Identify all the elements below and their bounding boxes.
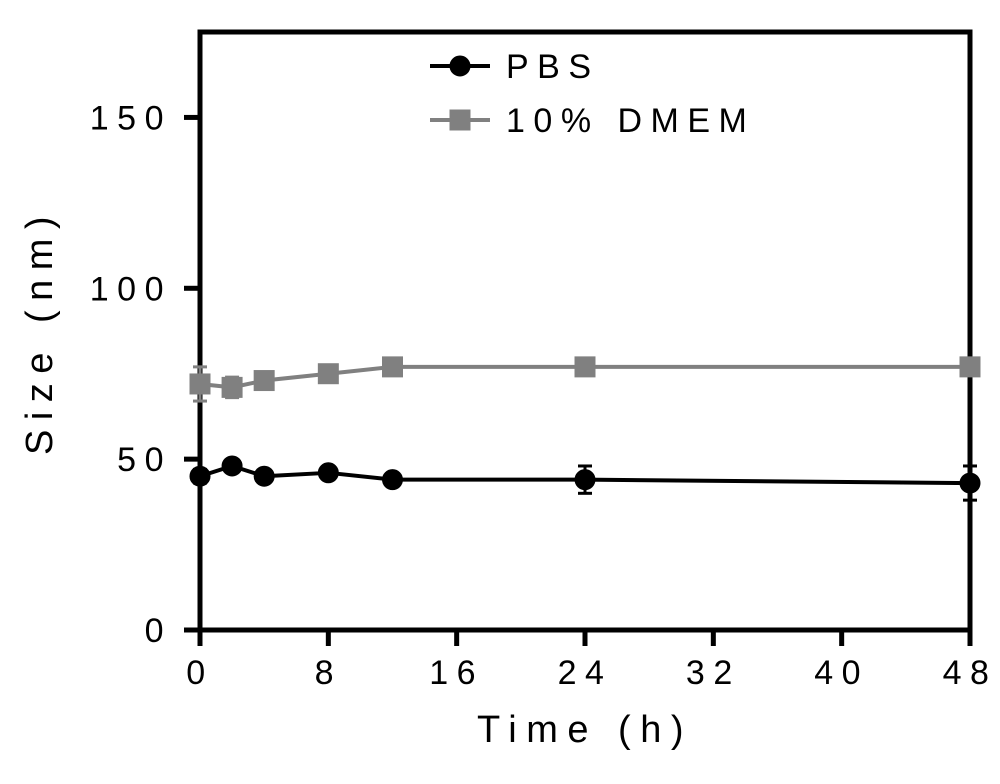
dmem-marker [254,371,274,391]
chart-container: 0 8 16 24 32 40 48 Time (h) 0 50 100 150 Size (nm) PB… [0,0,1000,784]
pbs-marker [383,470,403,490]
y-tick-label: 100 [90,270,172,308]
pbs-marker [222,456,242,476]
dmem-marker [960,357,980,377]
y-tick-label: 150 [90,99,172,137]
legend-label: 10% DMEM [506,102,755,140]
x-tick-label: 0 [186,654,213,692]
dmem-marker [318,364,338,384]
y-tick-label: 50 [117,441,172,479]
dmem-marker [190,374,210,394]
x-tick-label: 8 [315,654,342,692]
y-axis-label: Size (nm) [19,207,61,455]
dmem-marker [222,377,242,397]
x-tick-label: 24 [558,654,613,692]
pbs-marker [960,473,980,493]
size-vs-time-chart: 0 8 16 24 32 40 48 Time (h) 0 50 100 150 Size (nm) PB… [0,0,1000,784]
pbs-marker [254,466,274,486]
dmem-marker [575,357,595,377]
legend-label: PBS [506,48,600,86]
x-tick-label: 40 [814,654,869,692]
x-tick-label: 48 [943,654,998,692]
pbs-marker [575,470,595,490]
pbs-marker [318,463,338,483]
dmem-marker [383,357,403,377]
x-tick-label: 16 [429,654,484,692]
x-tick-label: 32 [686,654,741,692]
pbs-marker [190,466,210,486]
y-tick-label: 0 [145,612,172,650]
x-axis-label: Time (h) [477,709,693,751]
